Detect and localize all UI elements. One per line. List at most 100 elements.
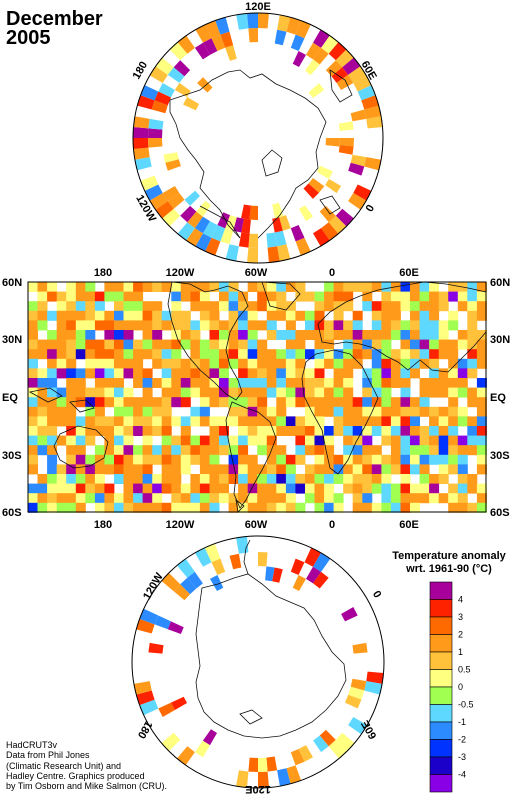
anomaly-cell [123,454,134,465]
anomaly-cell [133,358,144,369]
anomaly-cell [410,406,420,417]
anomaly-cell [429,474,440,484]
anomaly-cell [257,349,268,360]
anomaly-cell [228,301,239,312]
anomaly-cell [238,320,249,331]
anomaly-cell [410,349,420,360]
anomaly-cell [285,330,296,340]
anomaly-cell [467,426,478,436]
anomaly-cell [305,416,315,427]
anomaly-cell [429,406,440,417]
anomaly-cell [161,474,172,484]
anomaly-cell [333,368,344,379]
anomaly-cell [171,282,182,292]
anomaly-cell [292,575,306,591]
anomaly-cell [171,339,182,350]
anomaly-cell [448,493,459,504]
anomaly-cell [457,416,468,427]
anomaly-cell [199,397,210,408]
anomaly-cell [371,397,382,408]
anomaly-cell [257,426,268,436]
anomaly-cell [410,435,420,446]
anomaly-cell [400,483,411,494]
anomaly-cell [400,320,411,331]
anomaly-cell [47,445,58,456]
anomaly-cell [197,77,213,93]
anomaly-cell [476,282,487,292]
anomaly-cell [390,493,401,504]
anomaly-cell [37,349,48,360]
anomaly-cell [314,502,325,513]
anomaly-cell [47,474,58,484]
anomaly-cell [429,301,440,312]
anomaly-cell [448,416,459,427]
anomaly-cell [314,378,325,388]
anomaly-cell [47,454,58,465]
anomaly-cell [104,378,115,388]
anomaly-cell [247,282,258,292]
anomaly-cell [448,291,459,302]
anomaly-cell [228,416,239,427]
anomaly-cell [247,474,258,484]
anomaly-cell [266,483,277,494]
anomaly-cell [314,397,325,408]
anomaly-cell [209,320,220,331]
anomaly-cell [371,330,382,340]
anomaly-cell [190,387,201,398]
anomaly-cell [314,339,325,350]
anomaly-cell [266,310,277,321]
anomaly-cell [333,464,344,475]
anomaly-cell [104,493,115,504]
anomaly-cell [410,483,420,494]
anomaly-cell [381,339,392,350]
anomaly-cell [238,349,249,360]
anomaly-cell [371,310,382,321]
anomaly-cell [366,671,384,684]
anomaly-cell [180,464,191,475]
anomaly-cell [476,301,487,312]
anomaly-cell [37,368,48,379]
anomaly-cell [419,291,430,302]
anomaly-cell [28,349,38,360]
anomaly-cell [199,435,210,446]
anomaly-cell [85,397,96,408]
anomaly-cell [292,51,306,67]
legend-label: -4 [458,770,466,780]
legend-label: -1 [458,717,466,727]
anomaly-cell [75,349,86,360]
anomaly-cell [247,247,258,263]
anomaly-cell [343,349,354,360]
anomaly-cell [158,702,175,717]
anomaly-cell [305,426,315,436]
anomaly-cell [371,378,382,388]
anomaly-cell [305,320,315,331]
anomaly-cell [429,310,440,321]
anomaly-cell [228,464,239,475]
anomaly-cell [152,339,163,350]
anomaly-cell [258,771,269,788]
anomaly-cell [305,378,315,388]
anomaly-cell [94,378,105,388]
anomaly-cell [295,426,306,436]
anomaly-cell [247,368,258,379]
anomaly-cell [467,416,478,427]
anomaly-cell [381,464,392,475]
anomaly-cell [199,301,210,312]
anomaly-cell [419,378,430,388]
anomaly-cell [438,493,449,504]
anomaly-cell [114,282,124,292]
anomaly-cell [211,225,226,242]
anomaly-cell [123,406,134,417]
anomaly-cell [180,330,191,340]
anomaly-cell [438,474,449,484]
anomaly-cell [47,397,58,408]
anomaly-cell [190,368,201,379]
anomaly-cell [457,378,468,388]
anomaly-cell [180,368,191,379]
lat-label-right-30s: 30S [490,450,510,462]
anomaly-cell [285,301,296,312]
anomaly-cell [257,502,268,513]
anomaly-cell [28,339,38,350]
anomaly-cell [362,349,373,360]
anomaly-cell [28,493,38,504]
